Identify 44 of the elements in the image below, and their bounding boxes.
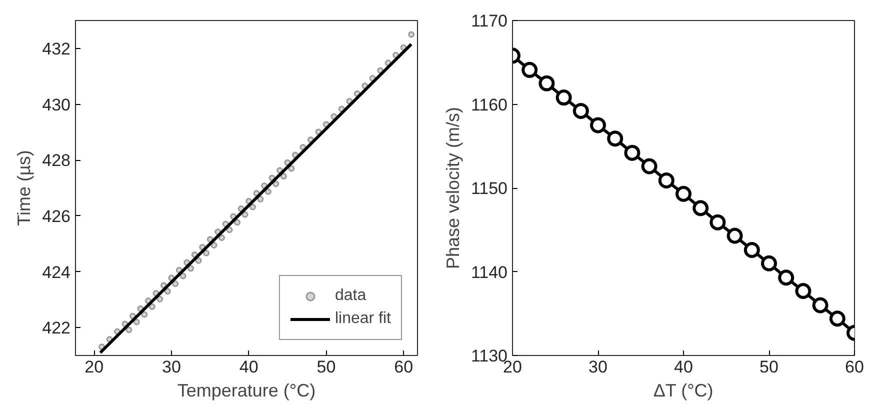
y-tick-label: 422	[42, 318, 71, 338]
point	[812, 297, 828, 314]
point	[744, 242, 760, 258]
point	[676, 186, 692, 202]
y-axis-title: Phase velocity (m/s)	[442, 106, 463, 270]
point	[572, 102, 589, 119]
x-axis-title: Temperature (°C)	[177, 380, 316, 400]
point	[761, 255, 777, 272]
legend-label: data	[334, 287, 366, 305]
point	[692, 200, 709, 216]
x-tick-label: 50	[316, 358, 336, 376]
y-tick-label: 1170	[470, 12, 508, 30]
point	[829, 310, 846, 327]
x-tick-label: 40	[239, 358, 258, 376]
x-tick-label: 40	[674, 358, 693, 376]
point	[726, 228, 743, 244]
point	[556, 90, 572, 106]
point	[522, 62, 538, 78]
legend-label: linear fit	[334, 310, 391, 328]
y-tick-label: 428	[42, 151, 71, 170]
x-tick-label: 60	[394, 358, 414, 376]
point	[710, 214, 726, 230]
point	[624, 144, 640, 161]
y-tick-label: 1160	[470, 95, 508, 114]
point	[795, 283, 812, 299]
y-tick-label: 424	[42, 262, 71, 282]
x-tick-label: 30	[162, 358, 181, 376]
x-tick-label: 20	[84, 358, 104, 376]
y-tick-label: 430	[42, 95, 71, 114]
y-tick-label: 432	[42, 39, 71, 58]
point	[641, 158, 658, 174]
point	[607, 130, 624, 147]
y-tick-label: 1140	[470, 262, 508, 282]
x-tick-label: 30	[588, 358, 608, 376]
x-tick-label: 60	[845, 358, 864, 376]
point	[658, 172, 674, 188]
point	[590, 117, 606, 134]
y-tick-label: 426	[42, 206, 71, 226]
y-axis-title: Time (µs)	[14, 150, 34, 226]
point	[778, 270, 794, 286]
x-axis-title: ΔT (°C)	[653, 380, 714, 400]
y-tick-label: 1150	[470, 179, 508, 198]
x-tick-label: 50	[760, 358, 778, 376]
point	[538, 75, 555, 92]
